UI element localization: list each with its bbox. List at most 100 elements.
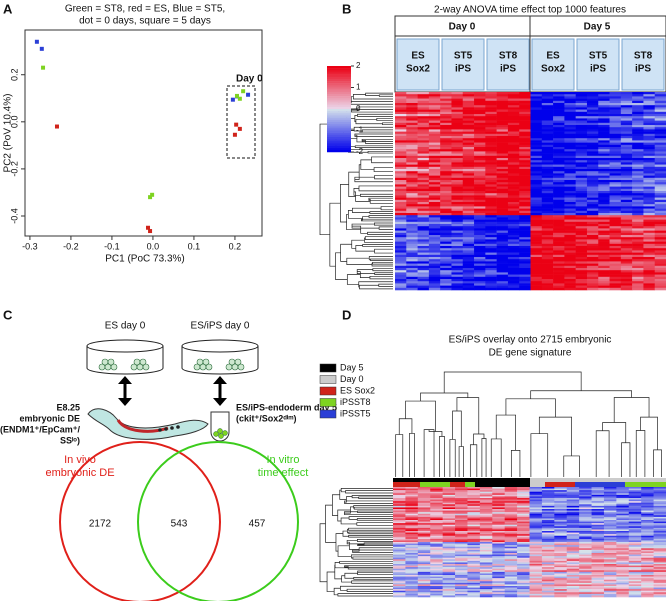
heatmap-cell [541,118,554,121]
scale-cell [327,89,351,93]
dendrogram-branch [378,94,393,97]
heatmap-cell [591,589,605,592]
heatmap-cell [541,164,554,168]
heatmap-cell [462,191,475,194]
heatmap-cell [529,554,543,557]
heatmap-cell [467,564,481,566]
heatmap-cell [586,109,599,113]
heatmap-cell [598,94,610,97]
heatmap-cell [479,575,493,577]
heatmap-cell [575,268,588,271]
heatmap-cell [564,111,576,115]
heatmap-cell [474,272,486,275]
heatmap-cell [395,98,407,102]
heatmap-cell [479,584,493,587]
heatmap-cell [417,184,430,187]
heatmap-cell [641,543,654,546]
heatmap-cell [492,587,505,590]
heatmap-cell [417,175,430,179]
heatmap-cell [616,548,630,551]
heatmap-cell [653,538,666,541]
heatmap-cell [598,215,610,218]
heatmap-cell [653,531,666,533]
heatmap-cell [405,537,419,540]
heatmap-cell [616,587,630,590]
heatmap-cell [632,268,644,271]
heatmap-cell [406,158,418,161]
heatmap-cell [406,109,418,113]
heatmap-cell [564,180,576,183]
heatmap-cell [395,177,407,181]
heatmap-cell [485,259,497,262]
heatmap-cell [564,96,576,99]
heatmap-cell [654,232,666,236]
heatmap-cell [504,518,518,521]
group-label: iPS [590,64,606,75]
heatmap-cell [462,125,475,128]
heatmap-cell [393,527,406,530]
heatmap-cell [530,155,543,159]
heatmap-cell [442,535,456,538]
heatmap-cell [529,499,543,502]
heatmap-cell [620,208,633,212]
heatmap-cell [530,169,543,172]
heatmap-cell [566,560,580,563]
heatmap-cell [643,257,656,260]
heatmap-cell [406,257,418,260]
heatmap-cell [603,534,617,537]
heatmap-cell [628,532,642,535]
heatmap-cell [541,509,555,511]
heatmap-cell [428,116,441,119]
dendrogram-branch [358,185,393,192]
heatmap-cell [417,523,431,526]
heatmap-cell [479,573,493,576]
heatmap-cell [620,213,633,216]
heatmap-cell [485,155,497,159]
heatmap-cell [442,584,456,587]
heatmap-cell [406,195,418,198]
heatmap-cell [598,226,610,229]
heatmap-cell [395,274,407,278]
heatmap-cell [554,515,568,518]
heatmap-cell [603,568,617,571]
heatmap-cell [455,546,468,549]
heatmap-cell [462,149,475,152]
condition-label: ES day 0 [105,321,146,332]
heatmap-cell [474,180,486,183]
heatmap-cell [586,169,599,172]
heatmap-cell [541,553,555,555]
heatmap-cell [620,169,633,172]
heatmap-cell [643,188,656,192]
heatmap-cell [395,252,407,256]
heatmap-cell [654,237,666,240]
heatmap-cell [609,197,622,201]
heatmap-cell [620,180,633,183]
heatmap-cell [553,103,565,106]
heatmap-cell [430,509,443,511]
heatmap-cell [541,228,554,231]
heatmap-cell [442,575,456,577]
heatmap-cell [603,582,617,585]
dendrogram-branch [355,245,375,252]
heatmap-cell [417,252,430,256]
heatmap-cell [654,221,666,225]
heatmap-cell [566,557,580,560]
heatmap-cell [579,538,592,541]
heatmap-cell [609,243,622,247]
heatmap-cell [519,182,531,185]
heatmap-cell [653,487,666,489]
heatmap-cell [579,575,592,577]
heatmap [395,92,666,291]
heatmap-cell [541,188,554,192]
heatmap-cell [553,133,565,137]
heatmap-cell [507,257,520,260]
heatmap-cell [440,193,452,196]
heatmap-cell [620,114,633,117]
heatmap-cell [628,490,642,493]
heatmap-cell [507,131,520,135]
scale-label: -2 [356,147,364,156]
heatmap-cell [440,287,452,291]
heatmap-cell [462,237,475,240]
heatmap-cell [609,232,622,236]
heatmap-cell [442,546,456,549]
